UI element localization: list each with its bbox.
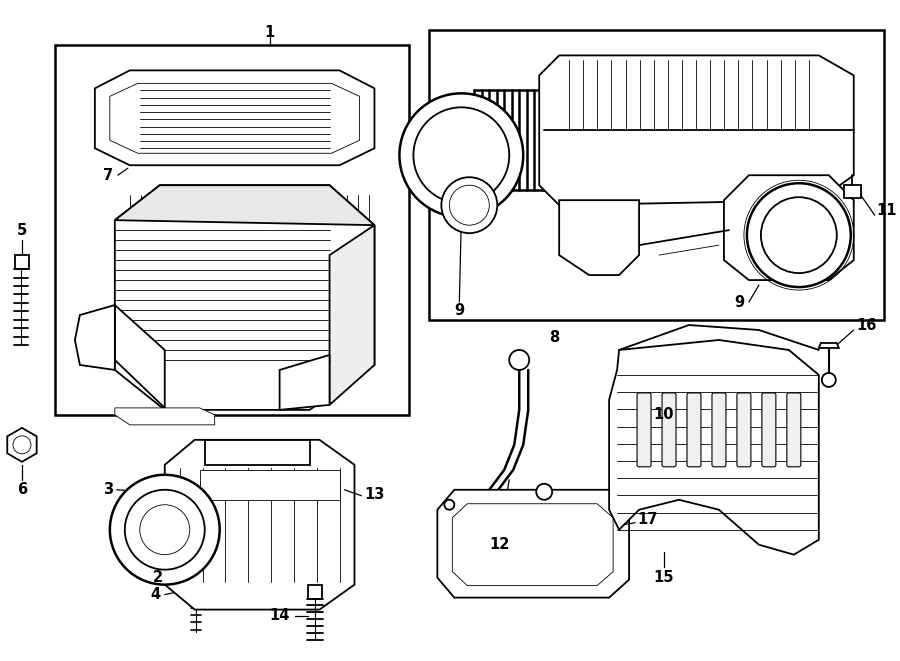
- FancyBboxPatch shape: [787, 393, 801, 467]
- Circle shape: [536, 484, 553, 500]
- Bar: [308, 584, 321, 599]
- Circle shape: [760, 197, 837, 273]
- Bar: [429, 30, 884, 320]
- Polygon shape: [689, 375, 719, 405]
- Circle shape: [125, 490, 204, 570]
- FancyBboxPatch shape: [687, 393, 701, 467]
- Polygon shape: [75, 305, 115, 370]
- FancyBboxPatch shape: [637, 393, 651, 467]
- Polygon shape: [724, 175, 854, 280]
- Text: 12: 12: [489, 537, 509, 552]
- Circle shape: [441, 177, 498, 233]
- Bar: [15, 255, 29, 269]
- FancyBboxPatch shape: [737, 393, 751, 467]
- Circle shape: [148, 535, 166, 554]
- Polygon shape: [110, 83, 359, 153]
- Polygon shape: [94, 70, 374, 165]
- Text: 16: 16: [857, 317, 878, 332]
- Polygon shape: [329, 225, 374, 405]
- Polygon shape: [609, 340, 819, 555]
- Polygon shape: [188, 551, 203, 572]
- Text: 5: 5: [17, 223, 27, 238]
- Circle shape: [142, 529, 174, 561]
- FancyBboxPatch shape: [712, 393, 726, 467]
- Polygon shape: [152, 488, 164, 506]
- Text: 6: 6: [17, 483, 27, 497]
- Circle shape: [445, 500, 455, 510]
- Circle shape: [110, 475, 220, 584]
- Polygon shape: [453, 504, 613, 586]
- Polygon shape: [115, 185, 374, 410]
- Text: 9: 9: [734, 295, 744, 309]
- Text: 17: 17: [637, 512, 657, 527]
- Text: 8: 8: [549, 330, 559, 346]
- Text: 4: 4: [150, 587, 161, 602]
- Text: 15: 15: [653, 570, 674, 585]
- Bar: [200, 470, 339, 500]
- Polygon shape: [148, 484, 167, 510]
- Text: 9: 9: [454, 303, 464, 317]
- Text: 1: 1: [265, 25, 274, 40]
- Polygon shape: [819, 343, 839, 348]
- Circle shape: [509, 350, 529, 370]
- Text: 14: 14: [269, 608, 290, 623]
- Text: 10: 10: [653, 407, 674, 422]
- Text: 3: 3: [103, 483, 112, 497]
- Polygon shape: [115, 305, 165, 408]
- Polygon shape: [115, 185, 374, 225]
- Polygon shape: [204, 440, 310, 465]
- Polygon shape: [165, 440, 355, 609]
- Circle shape: [400, 93, 523, 217]
- FancyBboxPatch shape: [662, 393, 676, 467]
- Circle shape: [140, 505, 190, 555]
- Text: 13: 13: [364, 487, 385, 502]
- FancyBboxPatch shape: [762, 393, 776, 467]
- Text: 7: 7: [103, 168, 112, 182]
- Polygon shape: [559, 200, 639, 275]
- Polygon shape: [115, 408, 215, 425]
- Circle shape: [449, 185, 490, 225]
- Polygon shape: [539, 56, 854, 205]
- Text: 2: 2: [153, 570, 163, 585]
- Bar: [55, 46, 410, 415]
- Circle shape: [13, 436, 31, 454]
- Polygon shape: [280, 355, 329, 410]
- Polygon shape: [437, 490, 629, 598]
- Circle shape: [747, 183, 850, 287]
- Text: 11: 11: [877, 203, 897, 217]
- Polygon shape: [844, 185, 860, 198]
- Circle shape: [413, 107, 509, 203]
- Circle shape: [822, 373, 836, 387]
